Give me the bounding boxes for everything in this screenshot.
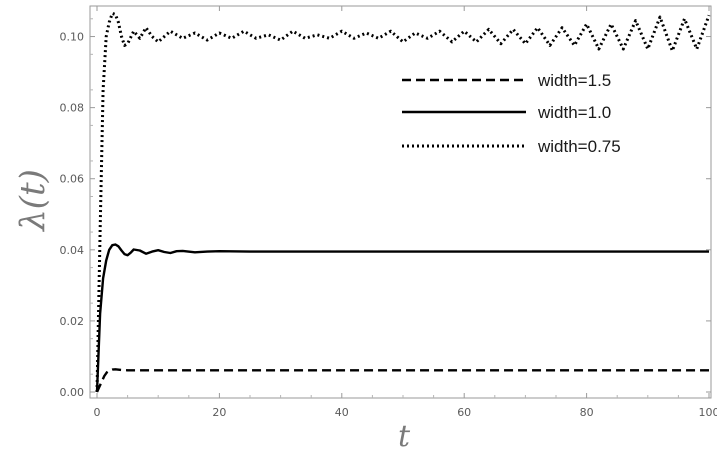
x-tick-label: 20 bbox=[212, 406, 226, 419]
y-tick-label: 0.08 bbox=[60, 102, 85, 115]
x-tick-label: 100 bbox=[699, 406, 717, 419]
x-tick-label: 0 bbox=[94, 406, 101, 419]
series-line-width-0-75 bbox=[95, 11, 711, 393]
x-tick-label: 60 bbox=[457, 406, 471, 419]
legend-label: width=1.5 bbox=[537, 71, 611, 90]
series-line-width-1-5 bbox=[95, 368, 709, 393]
y-tick-label: 0.06 bbox=[60, 173, 85, 186]
series-layer bbox=[95, 11, 711, 393]
x-tick-label: 40 bbox=[335, 406, 349, 419]
x-axis-title: t bbox=[398, 419, 411, 454]
legend-label: width=0.75 bbox=[537, 137, 621, 156]
legend: width=1.5 width=1.0 width=0.75 bbox=[402, 71, 621, 156]
legend-label: width=1.0 bbox=[537, 103, 611, 122]
y-axis-ticks: 0.00 0.02 0.04 0.06 0.08 0.10 bbox=[60, 18, 711, 399]
y-tick-label: 0.10 bbox=[60, 31, 85, 44]
y-tick-label: 0.00 bbox=[60, 386, 85, 399]
plot-frame bbox=[89, 5, 712, 399]
series-line-width-1-0 bbox=[95, 243, 709, 393]
x-axis-ticks: 0 20 40 60 80 100 bbox=[94, 6, 717, 419]
y-tick-label: 0.02 bbox=[60, 315, 85, 328]
y-axis-title: λ(t) bbox=[13, 169, 53, 233]
x-tick-label: 80 bbox=[580, 406, 594, 419]
plot-border bbox=[89, 5, 712, 399]
y-tick-label: 0.04 bbox=[60, 244, 85, 257]
